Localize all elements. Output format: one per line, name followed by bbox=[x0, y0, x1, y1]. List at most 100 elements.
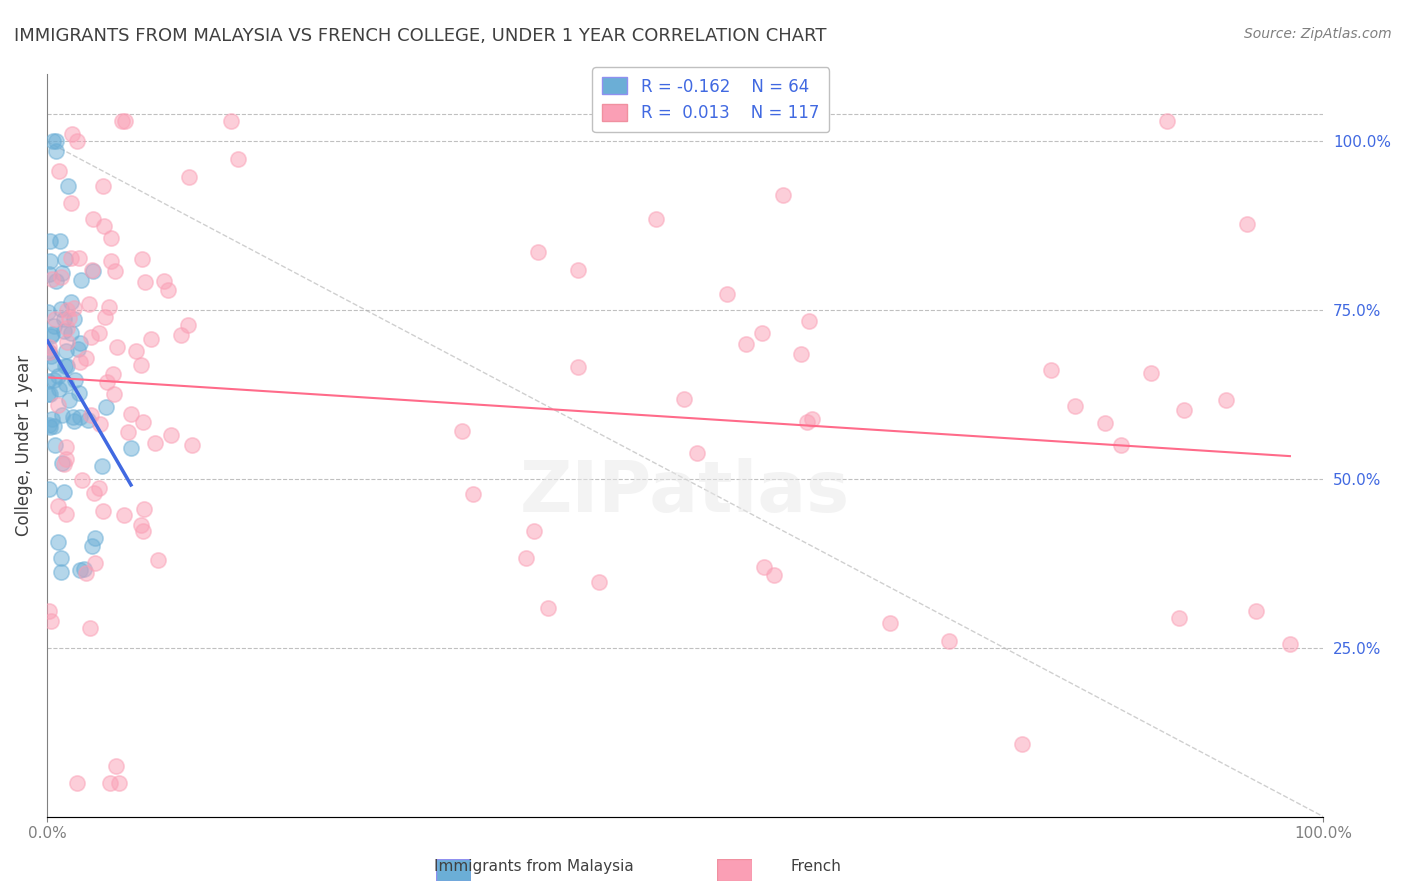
Point bbox=[72, 473, 94, 487]
Point bbox=[1156, 114, 1178, 128]
Point bbox=[796, 415, 818, 429]
Point bbox=[131, 252, 153, 267]
Point bbox=[104, 264, 127, 278]
Point bbox=[226, 152, 249, 166]
Point bbox=[152, 274, 174, 288]
Point bbox=[82, 211, 104, 226]
Point bbox=[83, 556, 105, 570]
Point bbox=[134, 275, 156, 289]
Point bbox=[160, 428, 183, 442]
Point bbox=[938, 634, 960, 648]
Point bbox=[1109, 438, 1132, 452]
Point bbox=[69, 335, 91, 350]
Point bbox=[523, 524, 546, 538]
Point bbox=[41, 272, 63, 286]
Point bbox=[177, 318, 200, 333]
Point bbox=[79, 621, 101, 635]
Point bbox=[42, 135, 65, 149]
Point bbox=[1168, 610, 1191, 624]
Point bbox=[1236, 217, 1258, 231]
Point bbox=[112, 508, 135, 522]
Point bbox=[114, 114, 136, 128]
Point bbox=[69, 273, 91, 287]
Point bbox=[94, 400, 117, 414]
Point bbox=[80, 539, 103, 553]
Point bbox=[134, 501, 156, 516]
Point bbox=[735, 336, 758, 351]
Point bbox=[752, 560, 775, 574]
Point bbox=[60, 326, 83, 340]
Point bbox=[53, 457, 76, 471]
Point bbox=[87, 326, 110, 341]
Point bbox=[94, 310, 117, 324]
Point bbox=[38, 482, 60, 496]
Point bbox=[82, 262, 104, 277]
Point bbox=[100, 230, 122, 244]
Point bbox=[62, 312, 84, 326]
Point bbox=[69, 563, 91, 577]
Point bbox=[93, 219, 115, 233]
Point bbox=[49, 234, 72, 248]
Point bbox=[879, 615, 901, 630]
Point bbox=[121, 407, 143, 421]
Point bbox=[38, 605, 60, 619]
Point bbox=[527, 245, 550, 260]
Point bbox=[148, 553, 170, 567]
Point bbox=[91, 178, 114, 193]
Point bbox=[48, 164, 70, 178]
Point bbox=[1278, 637, 1301, 651]
Point bbox=[41, 614, 63, 628]
Point bbox=[51, 266, 73, 280]
Point bbox=[44, 437, 66, 451]
Point bbox=[125, 343, 148, 358]
Point bbox=[129, 358, 152, 372]
Point bbox=[567, 263, 589, 277]
Point bbox=[58, 311, 80, 326]
Point bbox=[73, 562, 96, 576]
Text: French: French bbox=[790, 859, 841, 874]
Point bbox=[39, 387, 62, 401]
Point bbox=[49, 551, 72, 566]
Point bbox=[41, 327, 63, 342]
Point bbox=[53, 359, 76, 374]
Point bbox=[63, 414, 86, 428]
Point bbox=[58, 392, 80, 407]
Point bbox=[49, 269, 72, 284]
Point bbox=[1064, 399, 1087, 413]
Point bbox=[38, 340, 60, 354]
Point bbox=[157, 283, 180, 297]
Point bbox=[60, 195, 83, 210]
Point bbox=[56, 321, 79, 335]
Point bbox=[139, 332, 162, 346]
Point bbox=[104, 758, 127, 772]
Point bbox=[686, 446, 709, 460]
Point bbox=[63, 373, 86, 387]
Point bbox=[1244, 604, 1267, 618]
Point bbox=[53, 324, 76, 338]
Point bbox=[132, 415, 155, 429]
Point bbox=[38, 420, 60, 434]
Point bbox=[98, 776, 121, 790]
Point bbox=[46, 499, 69, 513]
Point bbox=[46, 398, 69, 412]
Point bbox=[170, 328, 193, 343]
Point bbox=[772, 188, 794, 202]
Point bbox=[55, 507, 77, 521]
Point bbox=[42, 357, 65, 371]
Point bbox=[59, 294, 82, 309]
Point bbox=[42, 419, 65, 434]
Point bbox=[91, 459, 114, 474]
Point bbox=[69, 355, 91, 369]
Point bbox=[53, 312, 76, 326]
Point bbox=[132, 524, 155, 538]
Point bbox=[117, 425, 139, 439]
Point bbox=[100, 254, 122, 268]
Point bbox=[62, 410, 84, 425]
Point bbox=[87, 481, 110, 495]
Point bbox=[763, 567, 786, 582]
Point bbox=[55, 344, 77, 359]
Point bbox=[450, 424, 472, 438]
Point bbox=[55, 440, 77, 454]
Point bbox=[801, 411, 824, 425]
Point bbox=[515, 551, 537, 566]
